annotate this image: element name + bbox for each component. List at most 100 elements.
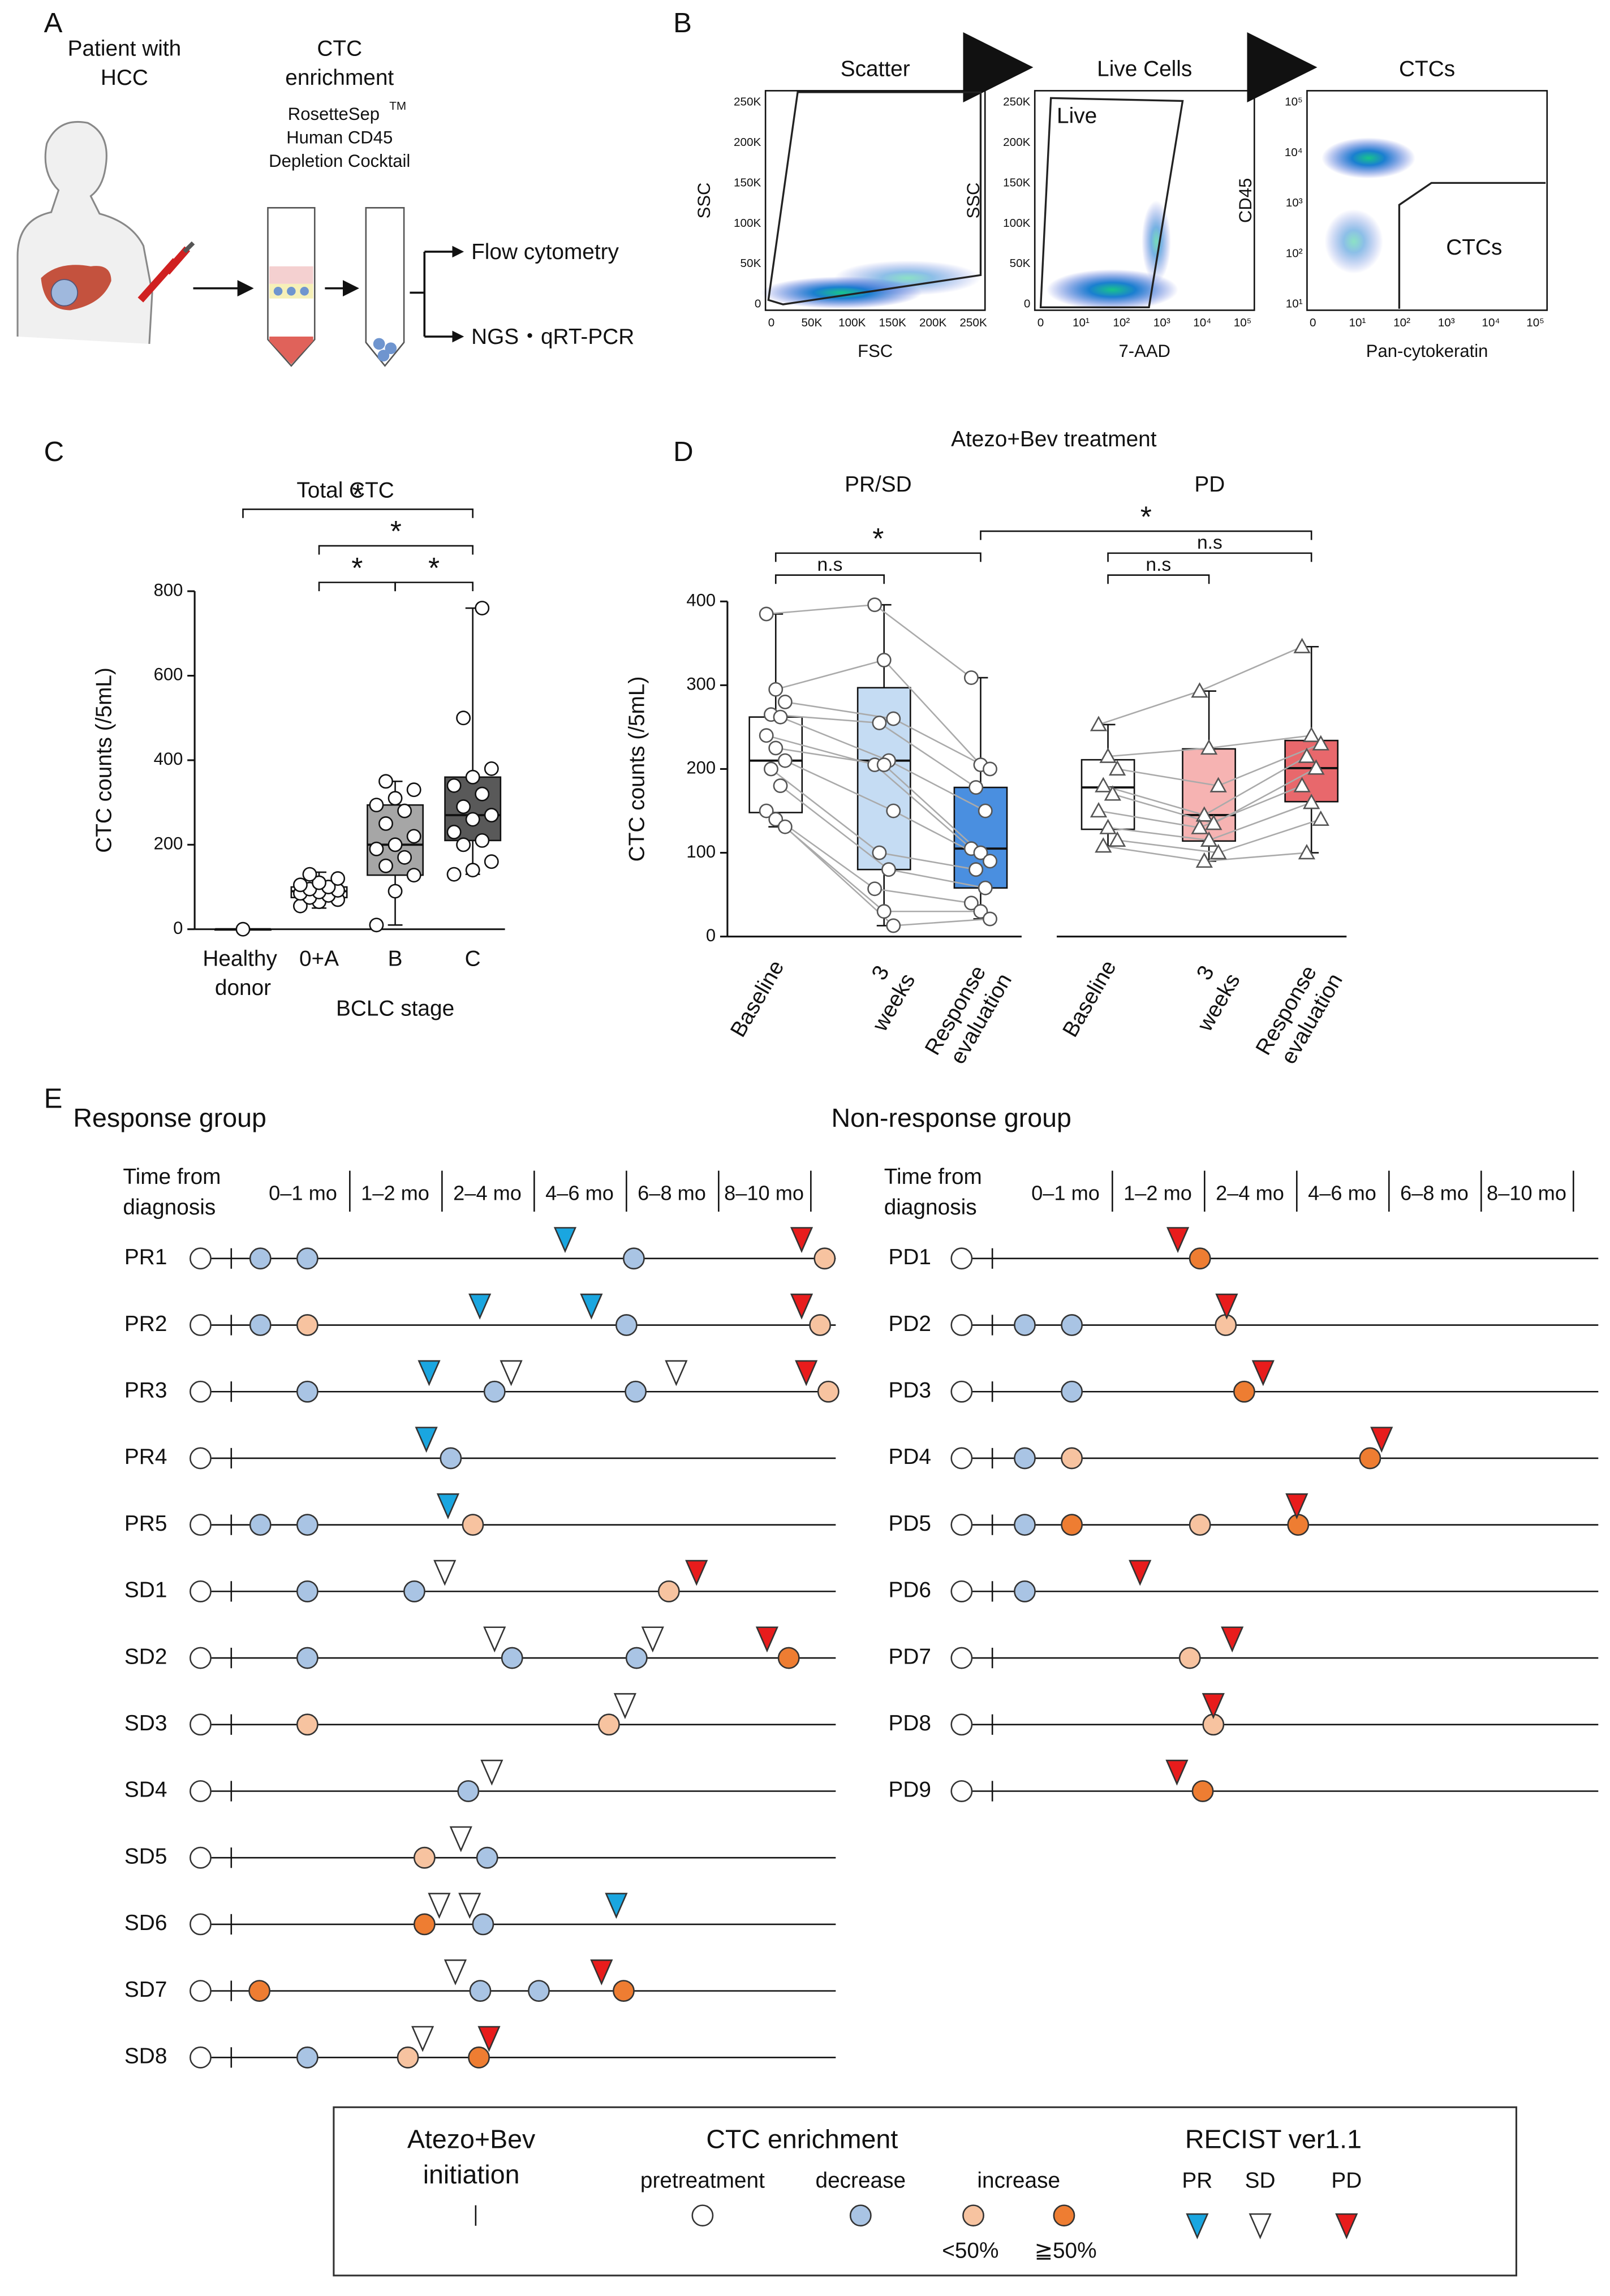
data-point xyxy=(777,695,793,709)
data-point xyxy=(876,904,892,919)
data-point xyxy=(1209,843,1227,860)
gate-label: Live xyxy=(1057,104,1097,128)
data-point xyxy=(973,845,988,860)
data-point xyxy=(378,816,393,831)
recist-event xyxy=(1221,1626,1244,1653)
recist-event xyxy=(436,1493,460,1519)
period-label: 1–2 mo xyxy=(1123,1181,1192,1204)
ctc-event xyxy=(1061,1380,1083,1403)
legend-text: increase xyxy=(977,2169,1060,2193)
significance-label: * xyxy=(872,522,884,555)
ctc-event xyxy=(249,1314,272,1336)
recist-event xyxy=(685,1560,708,1586)
significance-label: * xyxy=(352,479,364,511)
data-point xyxy=(1095,837,1112,853)
ctc-event xyxy=(657,1580,680,1603)
panel-label: D xyxy=(673,437,694,467)
legend-title: Atezo+Bev xyxy=(407,2125,536,2154)
data-point xyxy=(978,803,993,819)
y-tick-label: 0 xyxy=(173,918,183,938)
y-tick-label: 100 xyxy=(686,842,716,861)
recist-event xyxy=(468,1293,492,1320)
legend-text: PR xyxy=(1182,2169,1212,2193)
x-tick-label: 10³ xyxy=(1438,316,1455,329)
pretreatment-marker xyxy=(190,1580,212,1603)
pretreatment-marker xyxy=(1053,2204,1075,2227)
data-point xyxy=(465,769,480,785)
data-point xyxy=(1205,815,1222,830)
gate xyxy=(1398,182,1546,309)
y-tick-label: 250K xyxy=(1003,96,1031,109)
ctc-event xyxy=(1061,1447,1083,1470)
data-point xyxy=(378,858,393,873)
recist-event xyxy=(613,1693,636,1720)
data-point xyxy=(475,786,490,802)
data-point xyxy=(1303,726,1320,742)
significance-bracket xyxy=(774,574,885,584)
row-label: PD9 xyxy=(888,1778,931,1802)
recist-event xyxy=(477,2026,501,2052)
data-point xyxy=(465,812,480,827)
tube-layer xyxy=(269,266,313,284)
ctc-event xyxy=(1061,1314,1083,1336)
data-point xyxy=(397,850,412,865)
data-point xyxy=(872,845,887,860)
panel-label: C xyxy=(44,437,64,467)
recist-event xyxy=(480,1759,503,1786)
density xyxy=(1046,269,1178,311)
ctc-event xyxy=(1061,1514,1083,1536)
ctc-event xyxy=(777,1647,800,1669)
row-label: PD1 xyxy=(888,1245,931,1269)
recist-event xyxy=(553,1227,577,1253)
data-point xyxy=(759,803,774,819)
x-tick-label: Response evaluation xyxy=(920,956,1017,1072)
x-tick-label: 10⁴ xyxy=(1193,316,1211,329)
ctc-event xyxy=(248,1980,271,2002)
significance-bracket xyxy=(774,552,982,562)
row-label: SD7 xyxy=(124,1978,167,2002)
panel-a: Patient with HCC CTC enrichment RosetteS… xyxy=(16,36,634,367)
axis-label: Pan-cytokeratin xyxy=(1366,341,1488,361)
y-tick-label: 100K xyxy=(734,217,761,230)
data-point xyxy=(465,863,480,878)
recist-event xyxy=(641,1626,664,1653)
y-tick-label: 200K xyxy=(1003,136,1031,149)
significance-label: * xyxy=(390,515,402,548)
pretreatment-marker xyxy=(950,1514,973,1536)
axis-label: SSC xyxy=(963,183,983,219)
pretreatment-marker xyxy=(190,1913,212,1936)
data-point xyxy=(235,921,251,937)
y-tick-label: 250K xyxy=(734,96,761,109)
data-point xyxy=(388,884,403,899)
x-tick-label: 150K xyxy=(879,316,907,329)
pretreatment-marker xyxy=(950,1380,973,1403)
group-title: Response group xyxy=(73,1103,266,1132)
data-point xyxy=(1293,777,1311,792)
header: diagnosis xyxy=(884,1195,977,1220)
chart-title: Total CTC xyxy=(296,479,394,503)
y-tick-label: 50K xyxy=(1010,257,1031,270)
legend-text: <50% xyxy=(942,2239,998,2263)
data-point xyxy=(388,791,403,806)
significance-bracket xyxy=(1107,552,1312,562)
x-tick-label: 100K xyxy=(838,316,866,329)
recist-event xyxy=(1129,1560,1152,1586)
y-tick-label: 0 xyxy=(1024,298,1031,311)
cell xyxy=(287,287,296,296)
period-label: 0–1 mo xyxy=(1031,1181,1100,1204)
data-point xyxy=(292,877,308,893)
data-point xyxy=(1095,777,1112,792)
ctc-event xyxy=(476,1846,498,1869)
cell xyxy=(273,287,283,296)
recist-event xyxy=(1335,2213,1358,2239)
x-tick-label: 0 xyxy=(1310,316,1316,329)
recist-event xyxy=(449,1826,472,1853)
row-label: PR1 xyxy=(124,1245,167,1269)
data-point xyxy=(1108,831,1126,847)
row-label: SD5 xyxy=(124,1844,167,1868)
x-tick-label: 3 weeks xyxy=(1170,956,1245,1036)
y-tick-label: 400 xyxy=(154,749,183,769)
header: diagnosis xyxy=(123,1195,216,1220)
data-point xyxy=(446,778,462,793)
gate xyxy=(1039,97,1184,308)
